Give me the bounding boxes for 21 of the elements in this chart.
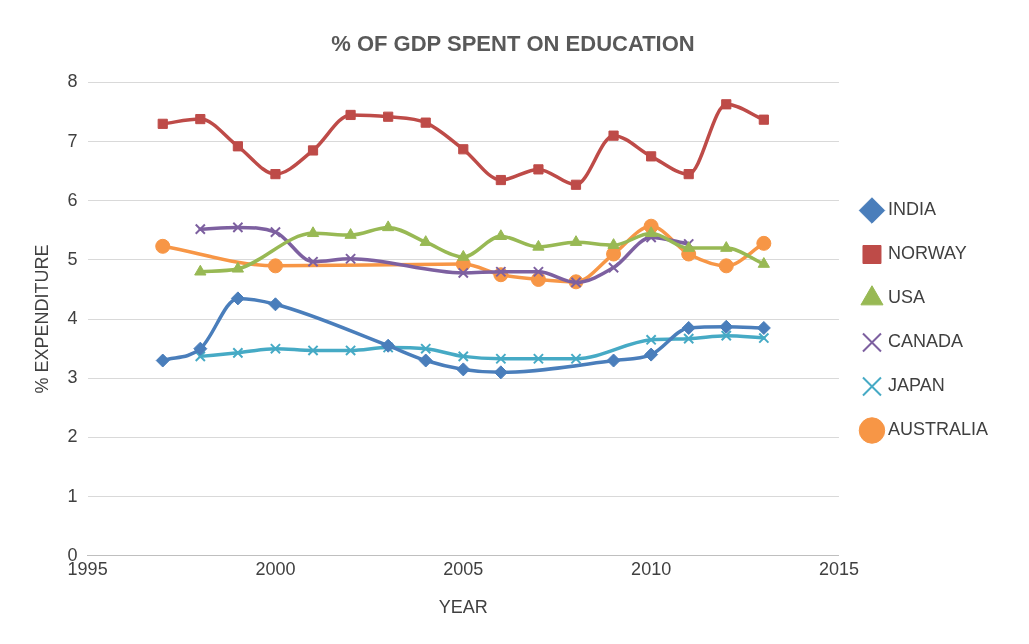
legend-label: USA [887,287,925,308]
x-tick-label: 2005 [443,558,484,579]
legend-label: INDIA [887,199,936,220]
y-tick-label: 6 [67,189,78,210]
x-tick-label: 2000 [255,558,296,579]
y-tick-label: 5 [67,248,78,269]
y-tick-label: 4 [67,308,78,329]
y-axis-title: % EXPENDITURE [31,244,52,394]
chart-title: % OF GDP SPENT ON EDUCATION [331,31,695,57]
y-tick-label: 7 [67,130,78,151]
y-tick-label: 3 [67,367,78,388]
legend-label: CANADA [887,331,963,352]
legend-label: AUSTRALIA [887,419,988,440]
legend-label: NORWAY [887,243,967,264]
x-tick-label: 2015 [818,558,859,579]
legend-label: JAPAN [887,375,945,396]
x-axis-title: YEAR [438,597,488,618]
y-tick-label: 2 [67,426,78,447]
y-tick-label: 1 [67,485,78,506]
y-tick-label: 8 [67,71,78,92]
x-tick-label: 2010 [631,558,672,579]
